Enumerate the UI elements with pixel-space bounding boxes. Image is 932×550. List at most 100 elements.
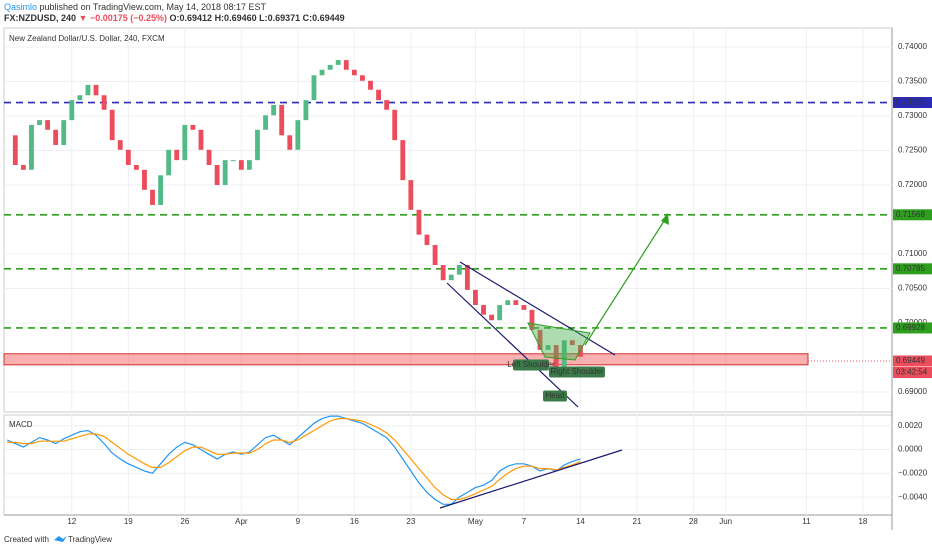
candle bbox=[53, 129, 59, 145]
y-tick-label: 0.71000 bbox=[898, 249, 927, 258]
footer-brand[interactable]: TradingView bbox=[68, 535, 112, 544]
macd-tick-label: 0.0020 bbox=[898, 421, 923, 430]
candle bbox=[117, 140, 123, 150]
countdown: 03:42:54 bbox=[896, 368, 928, 377]
candle bbox=[142, 169, 147, 190]
candle bbox=[85, 84, 91, 96]
candle bbox=[198, 129, 204, 150]
candle bbox=[392, 109, 398, 141]
open: O:0.69412 bbox=[170, 13, 213, 23]
candle bbox=[569, 340, 575, 346]
candle bbox=[343, 60, 349, 70]
x-tick-label: May bbox=[468, 517, 483, 526]
candle bbox=[335, 60, 341, 65]
candle bbox=[125, 149, 131, 165]
close: C:0.69449 bbox=[303, 13, 345, 23]
candle bbox=[561, 340, 567, 370]
level-label: 0.69928 bbox=[896, 323, 925, 332]
x-tick-label: 23 bbox=[406, 517, 415, 526]
candle bbox=[246, 160, 252, 170]
candle bbox=[521, 305, 527, 310]
candle bbox=[408, 180, 414, 210]
candle bbox=[376, 89, 381, 101]
candle bbox=[311, 75, 317, 101]
candle bbox=[263, 115, 268, 130]
annotation: Right Shoulder bbox=[551, 367, 604, 376]
x-tick-label: 19 bbox=[124, 517, 133, 526]
candle bbox=[214, 164, 220, 185]
candle bbox=[190, 124, 196, 130]
macd-tick-label: −0.0020 bbox=[898, 468, 928, 477]
candle bbox=[206, 149, 212, 165]
level-label-box bbox=[893, 322, 932, 334]
candle bbox=[158, 175, 164, 205]
candle bbox=[489, 314, 495, 321]
y-tick-label: 0.70500 bbox=[898, 284, 927, 293]
candle bbox=[174, 149, 180, 161]
candle bbox=[93, 84, 99, 96]
candle bbox=[222, 160, 228, 185]
candle bbox=[448, 274, 454, 281]
x-tick-label: 18 bbox=[858, 517, 867, 526]
candle bbox=[133, 164, 139, 170]
candle bbox=[109, 109, 115, 141]
annotation-box bbox=[543, 390, 567, 402]
candle bbox=[69, 100, 75, 121]
macd-tick-label: 0.0000 bbox=[898, 445, 923, 454]
candle bbox=[255, 129, 260, 161]
x-tick-label: 16 bbox=[350, 517, 359, 526]
x-tick-label: 21 bbox=[632, 517, 641, 526]
candle bbox=[497, 305, 503, 321]
level-label: 0.71568 bbox=[896, 210, 925, 219]
candle bbox=[77, 95, 83, 101]
arrow-head bbox=[661, 213, 669, 225]
candle bbox=[360, 75, 365, 81]
footer-text: Created with bbox=[4, 535, 49, 544]
candle bbox=[279, 104, 285, 136]
last-price-label: 0.69449 bbox=[896, 356, 925, 365]
x-tick-label: 9 bbox=[296, 517, 301, 526]
candle bbox=[400, 140, 406, 181]
candle bbox=[513, 300, 519, 306]
symbol: FX:NZDUSD, 240 bbox=[4, 13, 76, 23]
candle bbox=[45, 120, 51, 130]
macd-title: MACD bbox=[9, 420, 33, 429]
x-tick-label: 26 bbox=[180, 517, 189, 526]
wedge-lower bbox=[446, 282, 579, 408]
author[interactable]: Qasimlo bbox=[4, 2, 37, 12]
arrow-line bbox=[584, 217, 667, 346]
candle bbox=[37, 120, 42, 125]
candle bbox=[456, 265, 462, 275]
candle bbox=[537, 329, 543, 350]
x-tick-label: Jun bbox=[719, 517, 732, 526]
marks bbox=[3, 60, 892, 505]
y-tick-label: 0.74000 bbox=[898, 42, 927, 51]
candle bbox=[473, 289, 478, 306]
candle bbox=[327, 64, 333, 70]
candle bbox=[295, 120, 301, 150]
candle bbox=[440, 265, 446, 281]
x-tick-label: 11 bbox=[802, 517, 811, 526]
grid bbox=[4, 28, 892, 515]
candle bbox=[271, 104, 277, 116]
support-zone bbox=[3, 353, 809, 366]
chart-title: New Zealand Dollar/U.S. Dollar, 240, FXC… bbox=[9, 34, 165, 43]
y-tick-label: 0.72500 bbox=[898, 146, 927, 155]
candle bbox=[384, 100, 390, 110]
candle bbox=[230, 160, 236, 162]
level-label-box bbox=[893, 97, 932, 109]
candle bbox=[416, 209, 422, 235]
change: ▼ −0.00175 (−0.25%) bbox=[79, 13, 167, 23]
x-tick-label: 12 bbox=[67, 517, 76, 526]
level-label: 0.70785 bbox=[896, 264, 925, 273]
low: L:0.69371 bbox=[259, 13, 300, 23]
x-tick-label: 28 bbox=[689, 517, 698, 526]
candle bbox=[351, 69, 357, 76]
published: published on TradingView.com, May 14, 20… bbox=[40, 2, 267, 12]
level-label-box bbox=[893, 209, 932, 221]
candle bbox=[182, 124, 188, 161]
high: H:0.69460 bbox=[215, 13, 257, 23]
x-tick-label: 7 bbox=[522, 517, 527, 526]
annotation: Left Shoulder bbox=[507, 360, 555, 369]
